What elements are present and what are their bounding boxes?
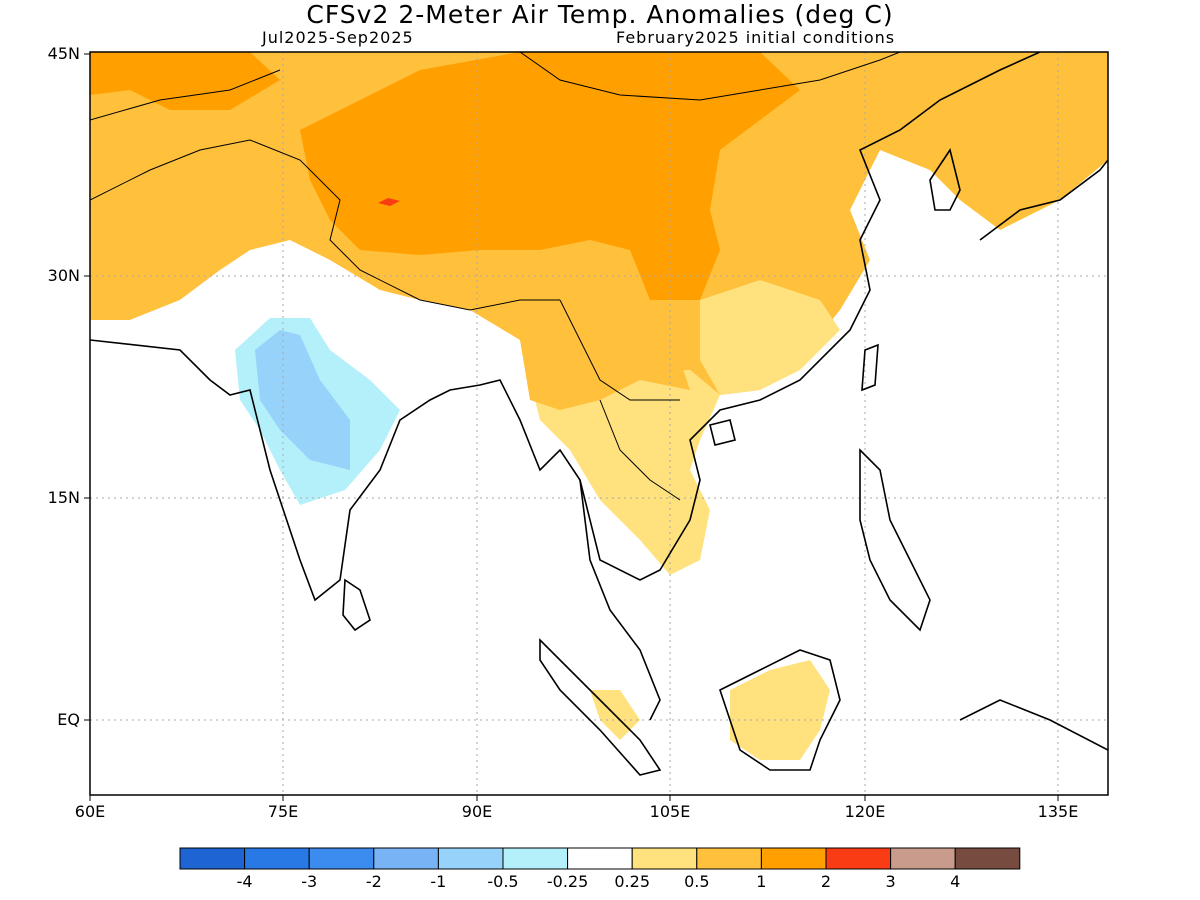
lon-label-60e: 60E: [74, 802, 106, 821]
colorbar-label: 3: [885, 872, 896, 891]
colorbar-label: -1: [430, 872, 447, 891]
colorbar-swatch-9: [760, 847, 827, 870]
colorbar-swatch-6: [567, 847, 633, 870]
map-title: CFSv2 2-Meter Air Temp. Anomalies (deg C…: [306, 0, 894, 29]
lat-label-30n: 30N: [47, 266, 80, 285]
coastline-korea: [929, 148, 961, 211]
colorbar-label: 2: [820, 872, 832, 891]
coastline-borneo: [719, 649, 841, 771]
coastlines: [90, 52, 1108, 776]
colorbar-swatch-2: [308, 847, 375, 870]
colorbar-label: -0.25: [546, 872, 589, 891]
lon-label-120e: 120E: [844, 802, 886, 821]
lon-label-105e: 105E: [649, 802, 691, 821]
colorbar-swatch-7: [631, 847, 698, 870]
colorbar-swatch-5: [502, 847, 569, 870]
colorbar-swatch-8: [696, 847, 762, 870]
colorbar-swatch-3: [373, 847, 439, 870]
lon-label-90e: 90E: [461, 802, 493, 821]
coastline-philippines: [859, 448, 931, 632]
colorbar-swatch-11: [890, 847, 956, 870]
coastline-malay-peninsula: [579, 479, 661, 721]
coastline-sri-lanka: [342, 578, 371, 632]
map-plot-area: [90, 52, 1108, 760]
colorbar-label: 0.25: [614, 872, 650, 891]
colorbar-label: -2: [365, 872, 382, 891]
lon-label-135e: 135E: [1037, 802, 1079, 821]
anomaly-region-dark-orange-plateau: [300, 52, 800, 300]
lat-label-45n: 45N: [47, 44, 80, 63]
colorbar-swatch-10: [825, 847, 892, 870]
colorbar-label: -0.5: [487, 872, 519, 891]
colorbar: [179, 847, 1021, 870]
anomaly-region-red-tibet: [378, 198, 400, 206]
coastline-hainan: [709, 419, 736, 446]
graticule: [90, 52, 1108, 795]
anomaly-region-orange-indochina: [520, 300, 690, 410]
coastline-sumatra: [539, 638, 662, 776]
coastline-japan: [979, 159, 1108, 241]
coastline-india: [90, 52, 1041, 602]
colorbar-label: 0.5: [684, 872, 710, 891]
colorbar-swatch-1: [244, 847, 310, 870]
initial-conditions: February2025 initial conditions: [616, 28, 896, 47]
map-frame: [89, 51, 1109, 796]
anomaly-region-blue-india: [255, 330, 350, 470]
lat-label-eq: EQ: [57, 710, 80, 729]
colorbar-label: 1: [756, 872, 767, 891]
anomaly-region-dark-orange-northwest: [90, 52, 280, 110]
lat-label-15n: 15N: [47, 488, 80, 507]
axis-ticks: [84, 53, 1059, 801]
colorbar-swatch-12: [954, 847, 1021, 870]
country-borders: [90, 52, 901, 501]
colorbar-label: 4: [950, 872, 961, 891]
coastline-new-guinea: [959, 699, 1108, 751]
anomaly-region-yellow-south-china: [700, 280, 840, 395]
lon-label-75e: 75E: [267, 802, 299, 821]
anomaly-region-yellow-borneo: [730, 660, 830, 760]
colorbar-label: -3: [301, 872, 318, 891]
coastline-taiwan: [861, 343, 879, 392]
colorbar-label: -4: [236, 872, 253, 891]
colorbar-swatch-0: [179, 847, 246, 870]
colorbar-swatch-4: [437, 847, 504, 870]
forecast-period: Jul2025-Sep2025: [262, 28, 414, 47]
